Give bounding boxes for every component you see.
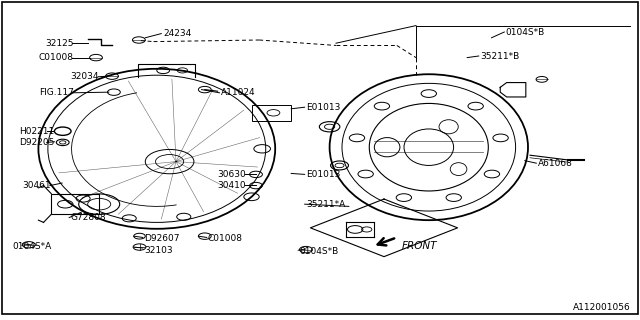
Text: 32125: 32125 xyxy=(45,39,74,48)
Text: H02211: H02211 xyxy=(19,127,54,136)
Text: A11024: A11024 xyxy=(221,88,255,97)
Text: A61068: A61068 xyxy=(538,159,572,168)
Text: 0104S*B: 0104S*B xyxy=(506,28,545,36)
Text: C01008: C01008 xyxy=(38,53,74,62)
Text: 0104S*A: 0104S*A xyxy=(13,242,52,251)
Text: G72808: G72808 xyxy=(70,213,106,222)
Text: FIG.117: FIG.117 xyxy=(39,88,74,97)
Text: FRONT: FRONT xyxy=(402,241,437,251)
Text: C01008: C01008 xyxy=(208,234,243,243)
Bar xyxy=(252,105,291,121)
Polygon shape xyxy=(500,83,526,97)
Text: 35211*B: 35211*B xyxy=(480,52,519,60)
Text: A112001056: A112001056 xyxy=(573,303,630,312)
Text: 32034: 32034 xyxy=(70,72,99,81)
Text: E01013: E01013 xyxy=(306,103,340,112)
Text: D92607: D92607 xyxy=(144,234,179,243)
Bar xyxy=(51,194,99,214)
Text: 30630: 30630 xyxy=(218,170,246,179)
Text: 30461: 30461 xyxy=(22,181,51,190)
Text: D92205: D92205 xyxy=(19,138,54,147)
Text: 35211*A: 35211*A xyxy=(306,200,345,209)
Text: 30410: 30410 xyxy=(218,181,246,190)
Text: 0104S*B: 0104S*B xyxy=(300,247,339,256)
Text: E01013: E01013 xyxy=(306,170,340,179)
Text: 24234: 24234 xyxy=(163,29,191,38)
Text: 32103: 32103 xyxy=(144,246,173,255)
